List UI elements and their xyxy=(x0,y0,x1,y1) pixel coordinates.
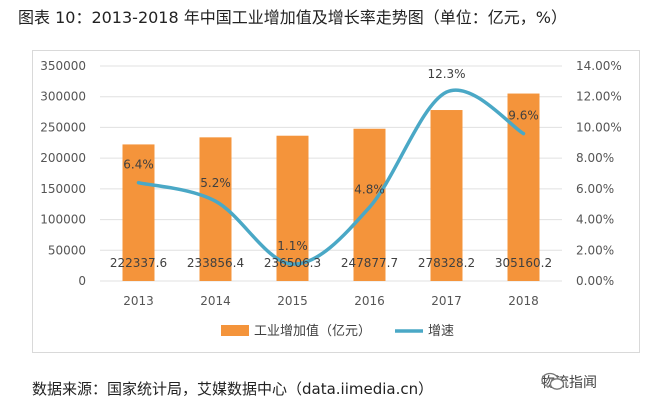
line-point xyxy=(522,132,525,136)
chart-frame xyxy=(32,50,640,353)
line-point xyxy=(137,181,140,185)
legend-swatch-bar xyxy=(221,325,249,336)
x-tick-label: 2015 xyxy=(277,294,308,308)
x-tick-label: 2016 xyxy=(354,294,385,308)
legend-label-bar: 工业增加值（亿元） xyxy=(254,323,371,339)
y-right-tick-label: 2.00% xyxy=(576,243,614,257)
chart-title: 图表 10：2013-2018 年中国工业增加值及增长率走势图（单位：亿元，%） xyxy=(18,8,567,27)
y-right-tick-label: 10.00% xyxy=(576,120,622,134)
y-right-tick-label: 0.00% xyxy=(576,274,614,288)
y-left-tick-label: 0 xyxy=(78,274,86,288)
y-left-tick-label: 50000 xyxy=(48,243,86,257)
line-data-label: 4.8% xyxy=(354,182,385,196)
chart: 0 50000 100000 150000 200000 250000 300000 3500… xyxy=(40,59,622,339)
line-data-label: 5.2% xyxy=(200,176,231,190)
y-right-tick-label: 8.00% xyxy=(576,151,614,165)
watermark: 物流指闻 xyxy=(541,372,597,392)
x-tick-label: 2018 xyxy=(508,294,539,308)
line-point xyxy=(445,90,448,94)
bar xyxy=(276,135,309,281)
bar xyxy=(122,144,155,281)
bar-data-label: 305160.2 xyxy=(495,256,552,270)
source-note: 数据来源：国家统计局，艾媒数据中心（data.iimedia.cn） xyxy=(32,380,434,398)
line-point xyxy=(291,262,294,266)
line-data-label: 9.6% xyxy=(508,109,539,123)
legend-label-line: 增速 xyxy=(428,324,454,339)
x-tick-label: 2017 xyxy=(431,294,462,308)
x-tick-label: 2014 xyxy=(200,294,231,308)
line-point xyxy=(368,205,371,209)
y-right-tick-label: 12.00% xyxy=(576,90,622,104)
y-left-tick-label: 100000 xyxy=(40,213,86,227)
bar-data-label: 233856.4 xyxy=(187,256,244,270)
line-data-label: 12.3% xyxy=(427,67,465,81)
y-left-tick-label: 200000 xyxy=(40,151,86,165)
line-data-label: 1.1% xyxy=(277,239,308,253)
y-left-tick-label: 250000 xyxy=(40,120,86,134)
y-right-tick-label: 4.00% xyxy=(576,213,614,227)
y-right-tick-label: 6.00% xyxy=(576,182,614,196)
x-tick-label: 2013 xyxy=(123,294,154,308)
bar-data-label: 222337.6 xyxy=(110,256,167,270)
y-left-tick-label: 350000 xyxy=(40,59,86,73)
growth-line xyxy=(136,88,526,266)
bar-data-label: 236506.3 xyxy=(264,256,321,270)
wechat-icon xyxy=(541,372,565,390)
y-left-tick-label: 150000 xyxy=(40,182,86,196)
line-point xyxy=(214,199,217,203)
bar xyxy=(430,110,463,281)
y-left-tick-label: 300000 xyxy=(40,90,86,104)
bar-data-label: 278328.2 xyxy=(418,256,475,270)
line-data-label: 6.4% xyxy=(123,158,154,172)
y-right-tick-label: 14.00% xyxy=(576,59,622,73)
bar-data-label: 247877.7 xyxy=(341,256,398,270)
